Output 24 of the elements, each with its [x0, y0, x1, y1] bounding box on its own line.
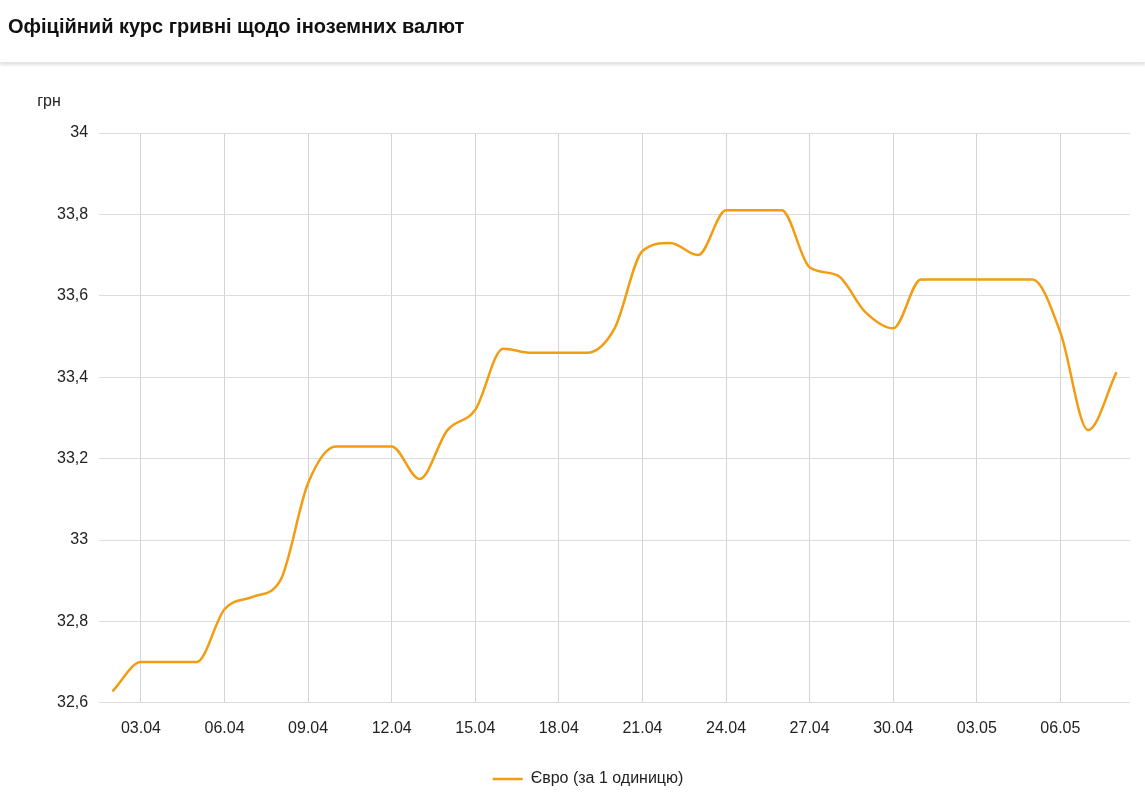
x-tick-label: 12.04 [371, 718, 412, 736]
x-tick-label: 21.04 [622, 718, 663, 736]
x-tick-label: 30.04 [873, 718, 914, 736]
chart-title: Офіційний курс гривні щодо іноземних валют [8, 14, 465, 38]
x-tick-label: 24.04 [705, 718, 747, 736]
y-tick-label: 34 [70, 123, 89, 141]
legend-label: Євро (за 1 одиницю) [530, 769, 684, 787]
y-tick-label: 33,2 [57, 449, 89, 467]
x-tick-label: 27.04 [789, 718, 830, 736]
x-tick-label: 06.04 [204, 718, 245, 736]
x-tick-label: 03.04 [120, 718, 162, 736]
x-tick-label: 15.04 [455, 718, 496, 736]
y-axis-title: грн [37, 92, 61, 110]
line-series [111, 209, 1118, 692]
y-tick-label: 32,6 [57, 693, 89, 711]
x-tick-label: 09.04 [288, 718, 329, 736]
y-tick-label: 33 [70, 530, 89, 548]
y-tick-label: 33,6 [57, 286, 89, 304]
y-tick-label: 33,4 [57, 367, 89, 385]
y-tick-label: 33,8 [57, 204, 89, 222]
x-tick-label: 06.05 [1040, 718, 1081, 736]
x-tick-label: 18.04 [538, 718, 579, 736]
y-tick-label: 32,8 [57, 611, 89, 629]
x-tick-label: 03.05 [956, 718, 997, 736]
